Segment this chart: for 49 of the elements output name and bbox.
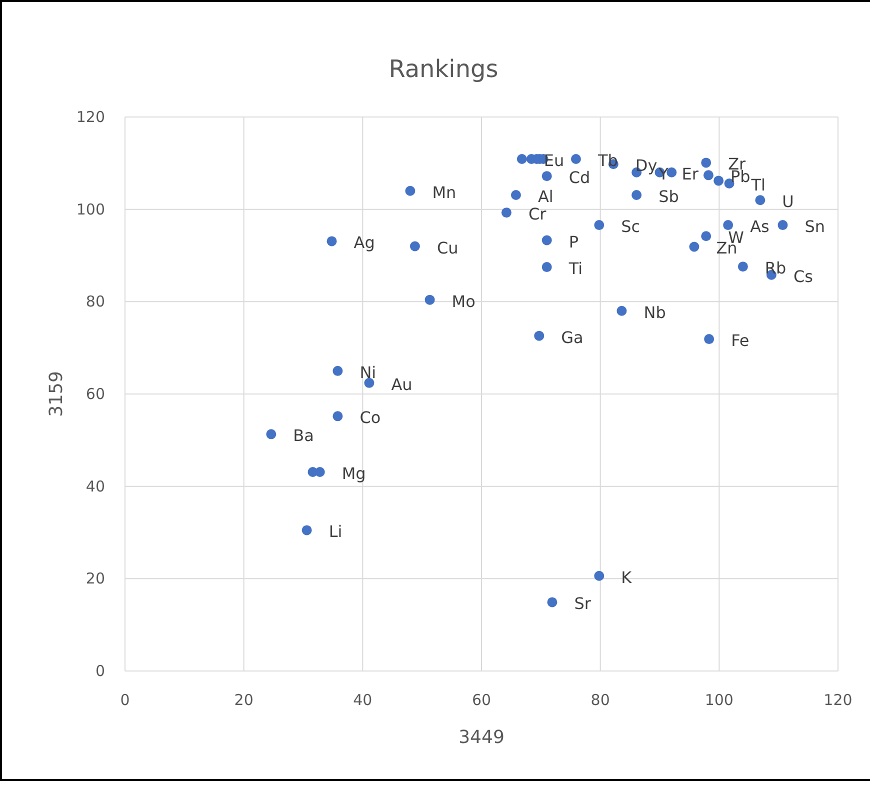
x-tick-label: 120 xyxy=(824,691,852,709)
y-tick-label: 80 xyxy=(86,292,105,311)
annotation: Rb xyxy=(764,258,786,278)
y-tick-label: 120 xyxy=(76,108,105,126)
annotation: Cr xyxy=(528,204,547,224)
annotation: Ba xyxy=(293,426,314,446)
chart-title: Rankings xyxy=(388,55,498,83)
annotation: U xyxy=(782,192,794,212)
x-tick-label: 40 xyxy=(353,691,372,709)
annotation: Nb xyxy=(644,302,666,322)
annotation: Sb xyxy=(658,187,679,206)
y-tick-label: 40 xyxy=(86,477,105,496)
annotation: Sn xyxy=(804,217,826,236)
annotation: Co xyxy=(360,408,381,428)
x-tick-label: 100 xyxy=(704,691,734,709)
y-tick-label: 0 xyxy=(95,662,105,680)
annotation: Ag xyxy=(354,233,375,252)
annotation: K xyxy=(621,568,632,587)
x-tick-label: 20 xyxy=(234,691,254,709)
y-tick-label: 20 xyxy=(86,570,105,588)
annotation: Fe xyxy=(731,331,750,350)
x-axis-title: 3449 xyxy=(458,727,504,748)
annotation: Au xyxy=(391,374,412,394)
annotation: Cd xyxy=(568,168,590,188)
y-tick-label: 100 xyxy=(76,200,105,218)
annotation: Mg xyxy=(342,464,366,484)
annotation: Ni xyxy=(360,362,376,382)
annotation: Mn xyxy=(432,182,456,202)
annotation: Cu xyxy=(436,238,458,258)
y-tick-label: 60 xyxy=(86,385,105,403)
annotation: Sc xyxy=(621,217,640,236)
annotation: Eu xyxy=(544,151,564,170)
annotation: Ga xyxy=(561,328,584,347)
annotation: P xyxy=(568,232,579,252)
annotation: Dy xyxy=(635,156,658,176)
x-tick-label: 80 xyxy=(590,691,610,709)
y-axis-title: 3159 xyxy=(46,371,67,417)
x-tick-label: 0 xyxy=(120,691,130,709)
annotation: Tb xyxy=(596,151,618,170)
x-tick-label: 60 xyxy=(472,691,492,709)
annotation: Al xyxy=(538,187,554,206)
annotation: Er xyxy=(682,164,699,184)
annotation: Ti xyxy=(568,259,583,278)
annotation: Cs xyxy=(793,266,813,286)
annotation: Sr xyxy=(574,594,592,614)
annotation: Tl xyxy=(750,175,766,194)
annotation: Li xyxy=(328,522,342,542)
annotation: Mo xyxy=(452,292,476,311)
annotation: As xyxy=(750,217,770,236)
